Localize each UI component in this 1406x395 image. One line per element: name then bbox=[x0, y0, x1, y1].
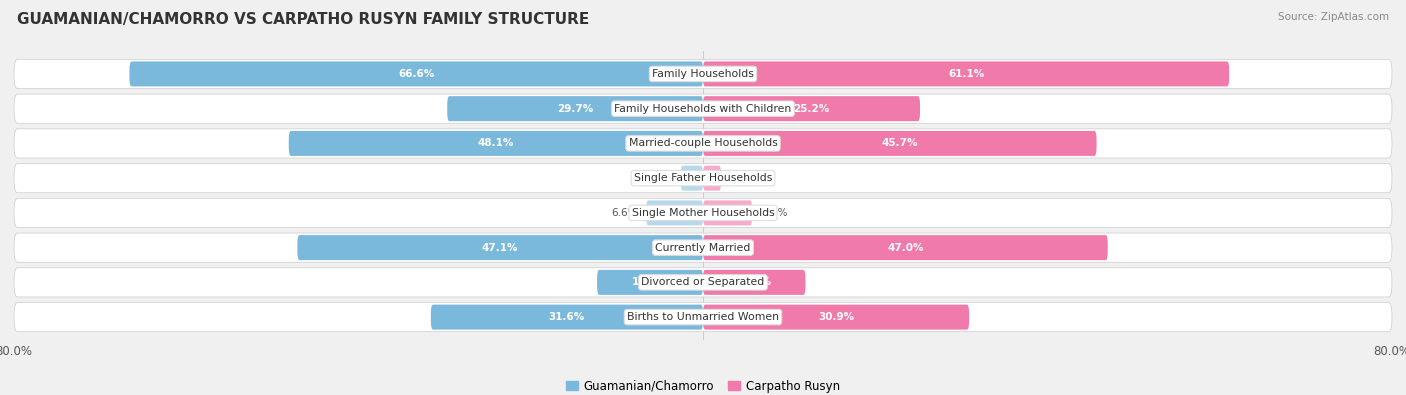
FancyBboxPatch shape bbox=[14, 268, 1392, 297]
FancyBboxPatch shape bbox=[14, 303, 1392, 332]
Text: 6.6%: 6.6% bbox=[612, 208, 637, 218]
Legend: Guamanian/Chamorro, Carpatho Rusyn: Guamanian/Chamorro, Carpatho Rusyn bbox=[561, 375, 845, 395]
Text: 47.0%: 47.0% bbox=[887, 243, 924, 253]
FancyBboxPatch shape bbox=[14, 164, 1392, 193]
Text: 45.7%: 45.7% bbox=[882, 138, 918, 149]
Text: 30.9%: 30.9% bbox=[818, 312, 853, 322]
FancyBboxPatch shape bbox=[14, 233, 1392, 262]
Text: Single Father Households: Single Father Households bbox=[634, 173, 772, 183]
FancyBboxPatch shape bbox=[703, 62, 1229, 87]
Text: 61.1%: 61.1% bbox=[948, 69, 984, 79]
Text: Currently Married: Currently Married bbox=[655, 243, 751, 253]
FancyBboxPatch shape bbox=[430, 305, 703, 329]
Text: Divorced or Separated: Divorced or Separated bbox=[641, 277, 765, 288]
FancyBboxPatch shape bbox=[14, 198, 1392, 228]
FancyBboxPatch shape bbox=[703, 200, 752, 226]
Text: 2.6%: 2.6% bbox=[645, 173, 672, 183]
FancyBboxPatch shape bbox=[703, 131, 1097, 156]
FancyBboxPatch shape bbox=[681, 166, 703, 191]
FancyBboxPatch shape bbox=[14, 94, 1392, 123]
Text: 47.1%: 47.1% bbox=[482, 243, 519, 253]
Text: Births to Unmarried Women: Births to Unmarried Women bbox=[627, 312, 779, 322]
Text: 2.1%: 2.1% bbox=[730, 173, 756, 183]
Text: 31.6%: 31.6% bbox=[548, 312, 585, 322]
FancyBboxPatch shape bbox=[647, 200, 703, 226]
Text: 25.2%: 25.2% bbox=[793, 103, 830, 114]
FancyBboxPatch shape bbox=[298, 235, 703, 260]
FancyBboxPatch shape bbox=[703, 96, 920, 121]
FancyBboxPatch shape bbox=[447, 96, 703, 121]
FancyBboxPatch shape bbox=[703, 270, 806, 295]
Text: 5.7%: 5.7% bbox=[761, 208, 787, 218]
Text: 48.1%: 48.1% bbox=[478, 138, 515, 149]
Text: 12.3%: 12.3% bbox=[631, 277, 668, 288]
Text: Family Households: Family Households bbox=[652, 69, 754, 79]
FancyBboxPatch shape bbox=[14, 59, 1392, 88]
FancyBboxPatch shape bbox=[703, 235, 1108, 260]
FancyBboxPatch shape bbox=[703, 305, 969, 329]
Text: Single Mother Households: Single Mother Households bbox=[631, 208, 775, 218]
FancyBboxPatch shape bbox=[14, 129, 1392, 158]
FancyBboxPatch shape bbox=[288, 131, 703, 156]
Text: Family Households with Children: Family Households with Children bbox=[614, 103, 792, 114]
FancyBboxPatch shape bbox=[598, 270, 703, 295]
FancyBboxPatch shape bbox=[703, 166, 721, 191]
Text: 66.6%: 66.6% bbox=[398, 69, 434, 79]
Text: Married-couple Households: Married-couple Households bbox=[628, 138, 778, 149]
Text: 29.7%: 29.7% bbox=[557, 103, 593, 114]
FancyBboxPatch shape bbox=[129, 62, 703, 87]
Text: GUAMANIAN/CHAMORRO VS CARPATHO RUSYN FAMILY STRUCTURE: GUAMANIAN/CHAMORRO VS CARPATHO RUSYN FAM… bbox=[17, 12, 589, 27]
Text: Source: ZipAtlas.com: Source: ZipAtlas.com bbox=[1278, 12, 1389, 22]
Text: 11.9%: 11.9% bbox=[737, 277, 772, 288]
